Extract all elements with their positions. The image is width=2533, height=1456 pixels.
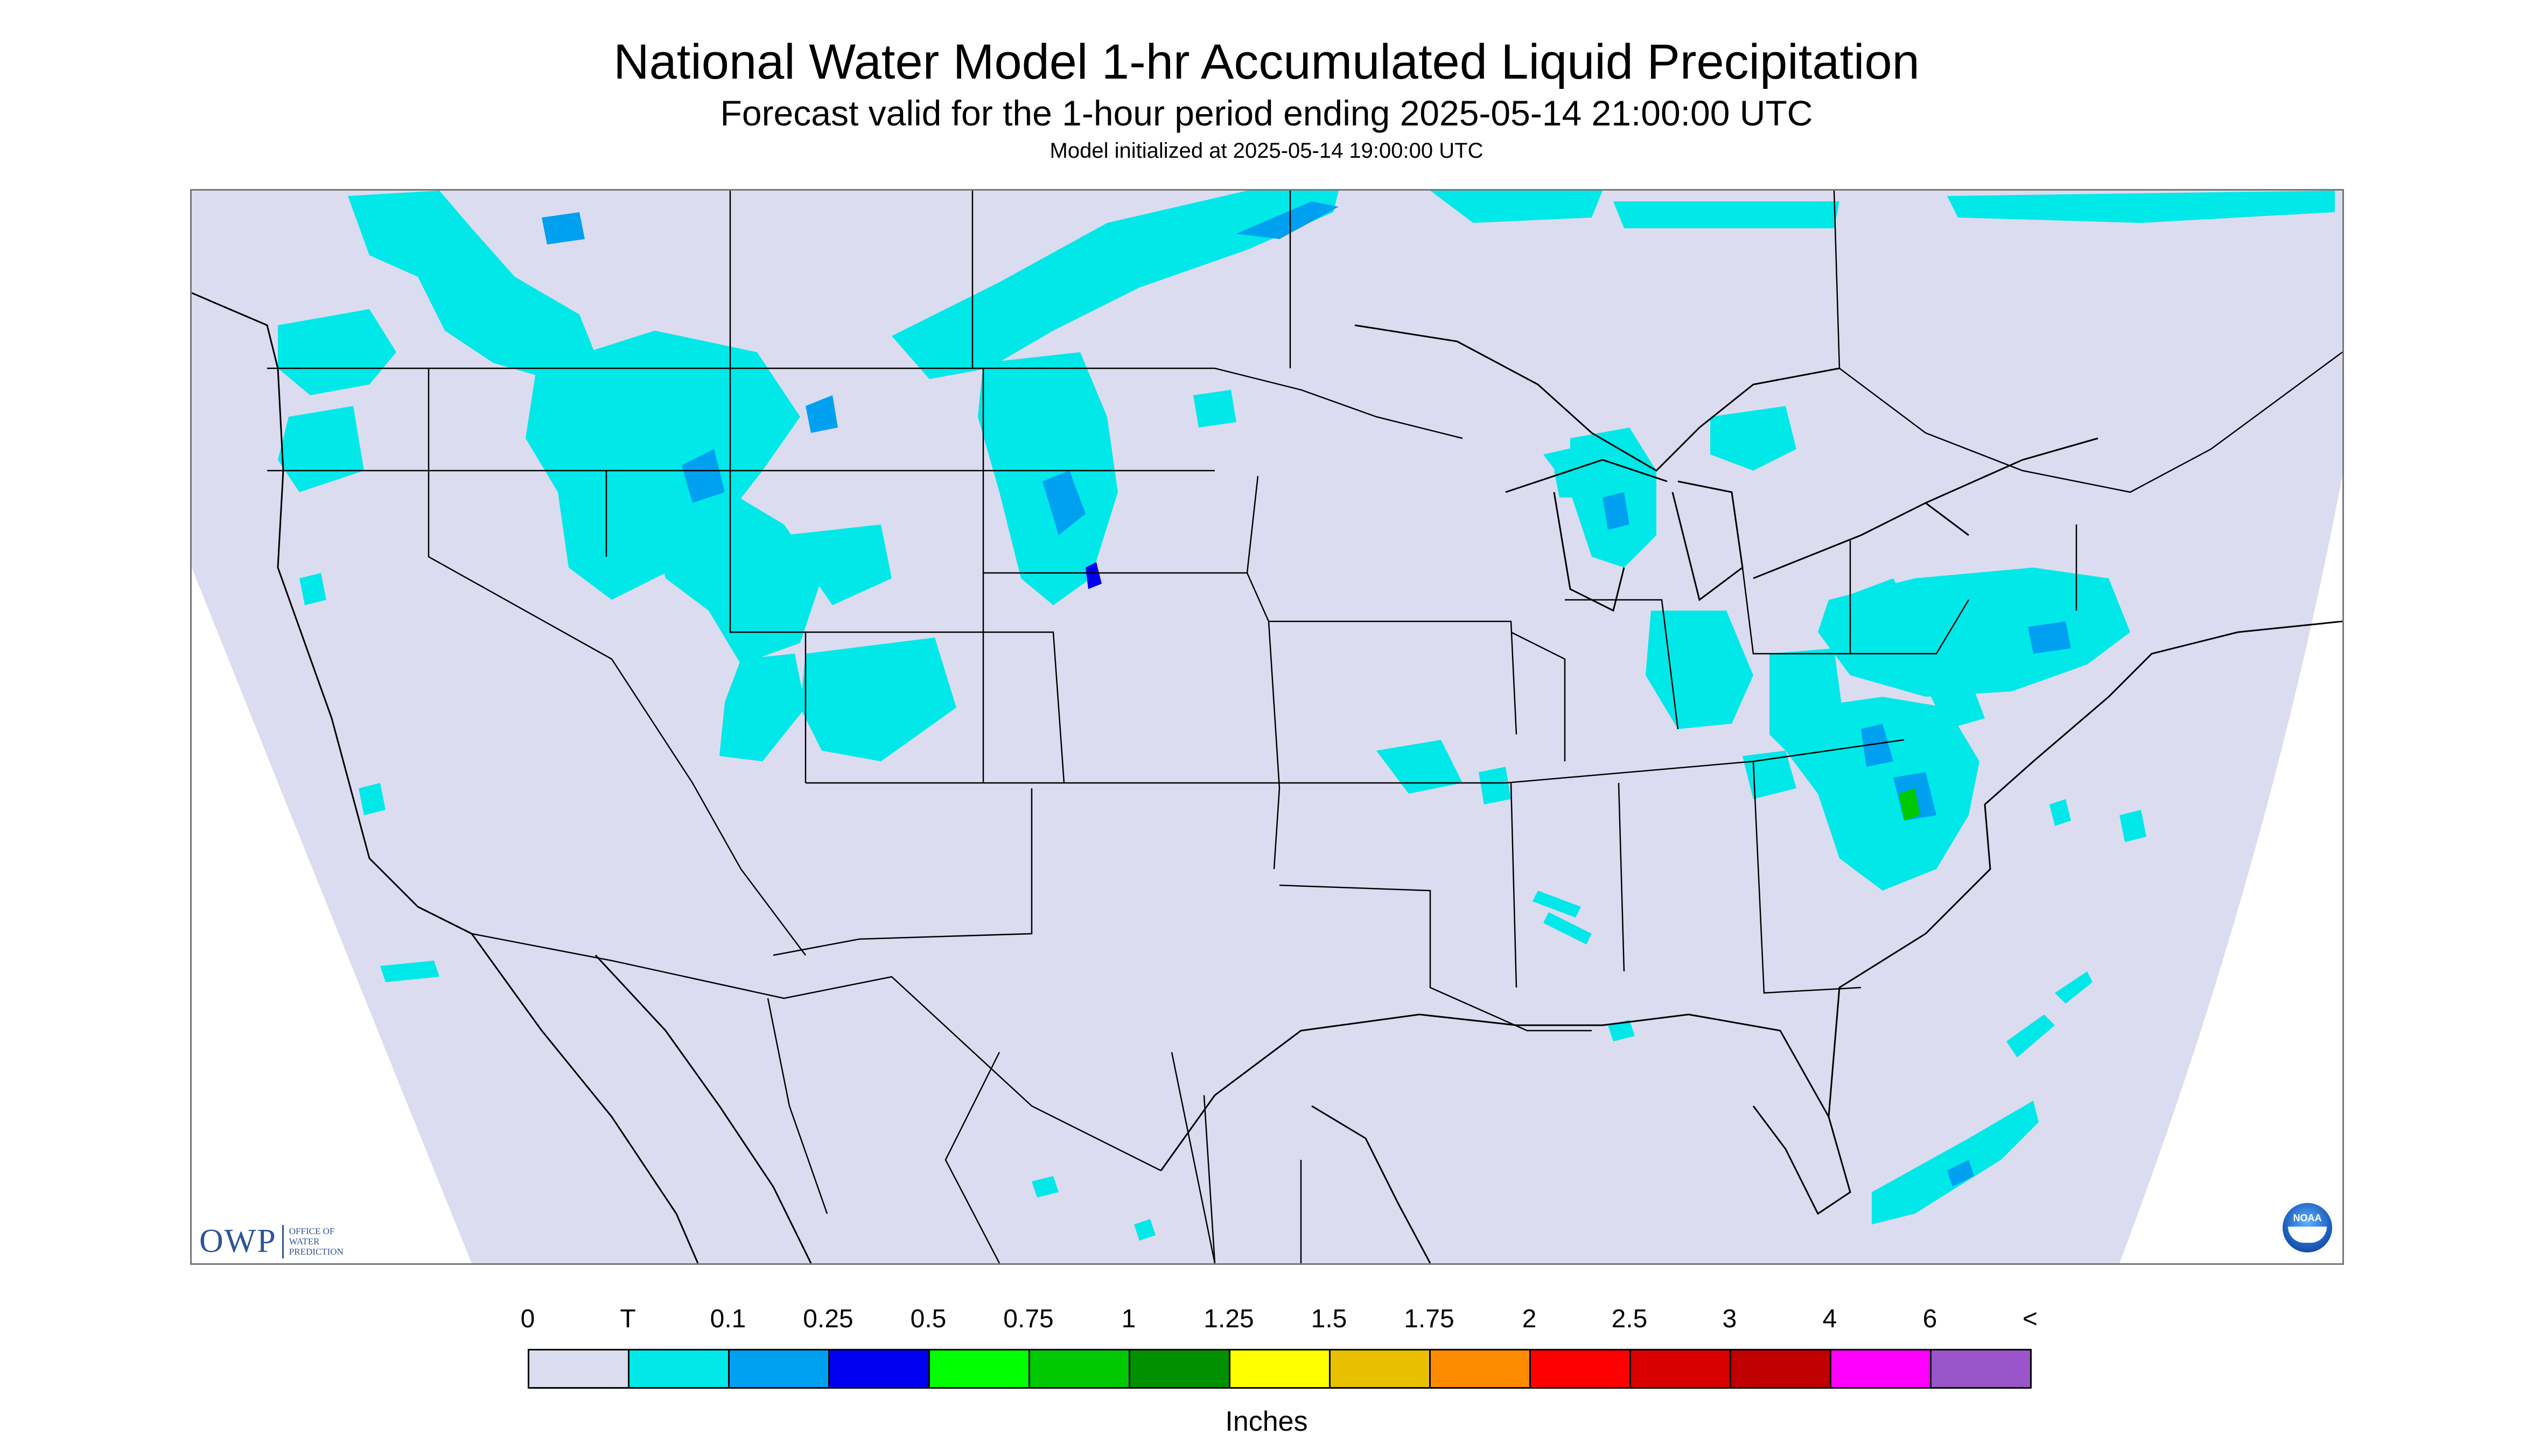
precip-area-trace [299,573,326,605]
legend-units: Inches [1225,1406,1308,1437]
colorbar-swatch [1730,1350,1830,1387]
legend-label: 1 [1121,1305,1136,1333]
precip-area-trace [348,191,601,384]
precip-area-trace [649,492,822,664]
legend-label: 0.5 [910,1305,947,1333]
colorbar-swatch [529,1350,628,1387]
colorbar-swatch [1529,1350,1629,1387]
precip-area-trace [1947,191,2335,223]
precip-area-trace [2119,810,2146,842]
colorbar-swatch [1129,1350,1229,1387]
owp-sub-line-1: OFFICE OF [289,1226,335,1236]
legend-label: < [2022,1305,2038,1333]
precip-area-trace [1430,191,1603,223]
precip-area-trace [1543,912,1592,944]
precip-area-trace [1743,751,1796,799]
precip-area-trace [1193,390,1236,428]
map-title: National Water Model 1-hr Accumulated Li… [613,34,1920,89]
legend-label: 0 [520,1305,535,1333]
precip-area-trace [1134,1219,1156,1241]
noaa-logo: NOAA [2280,1201,2334,1255]
precip-area-trace [892,191,1339,379]
precip-area-trace [784,524,892,605]
precip-area-light [1042,471,1086,535]
coastlines [192,292,2342,1263]
legend-label: 1.5 [1311,1305,1347,1333]
colorbar-swatch [928,1350,1028,1387]
colorbar-swatch [828,1350,928,1387]
precipitation-areas [278,191,2335,1241]
map-canvas [192,191,2342,1263]
precip-area-trace [526,331,800,600]
model-init-text: Model initialized at 2025-05-14 19:00:00… [1049,139,1484,163]
precip-area-trace [1926,675,1985,729]
precip-area-trace [1818,568,2130,697]
state-borders [267,191,2342,1263]
noaa-logo-text: NOAA [2293,1213,2322,1223]
legend-label: 0.25 [803,1305,853,1333]
legend-label: 0.75 [1003,1305,1054,1333]
colorbar-swatch [728,1350,828,1387]
legend-label: 1.75 [1404,1305,1454,1333]
precip-area-light [682,449,725,503]
precip-area-trace [1646,611,1753,729]
precip-area-trace [2049,799,2071,826]
precip-area-trace [1608,1020,1635,1041]
colorbar-swatch [1930,1350,2030,1387]
precip-area-light [1603,492,1629,530]
precip-area-trace [1032,1176,1059,1198]
precip-area-trace [719,654,806,761]
legend-tick-labels: 0 T 0.1 0.25 0.5 0.75 1 1.25 1.5 1.75 2 2.5 3 4 6 < [0,1303,2533,1335]
owp-logo-text: OWP [199,1223,277,1259]
legend-label: 2 [1522,1305,1537,1333]
precip-area-trace [380,961,439,982]
precip-area-trace [2006,1014,2055,1058]
precip-area-light [542,212,585,244]
legend-label: 0.1 [710,1305,746,1333]
owp-logo: OWP OFFICE OF WATER PREDICTION [199,1222,344,1261]
precip-area-light [1947,1160,1974,1187]
colorbar-swatch [1429,1350,1529,1387]
precipitation-colorbar [528,1349,2032,1389]
legend-label: 6 [1922,1305,1937,1333]
precip-area-trace [278,309,396,395]
legend-label: 2.5 [1611,1305,1648,1333]
legend-label: 3 [1722,1305,1737,1333]
precipitation-map [190,189,2344,1265]
precip-area-trace [2055,971,2093,1004]
owp-logo-subtext: OFFICE OF WATER PREDICTION [289,1226,344,1257]
precip-area-trace [1613,201,1839,228]
precip-area-trace [359,783,386,815]
colorbar-swatch [1629,1350,1730,1387]
colorbar-swatch [1830,1350,1930,1387]
precip-area-light [2028,621,2071,654]
colorbar-swatch [1229,1350,1329,1387]
precip-area-light [806,395,838,433]
precip-area-trace [1872,1101,2039,1224]
colorbar-swatch [1329,1350,1429,1387]
precip-area-green [1899,788,1920,821]
precip-area-trace [978,352,1118,605]
precip-area-trace [800,638,956,761]
legend-label: 1.25 [1203,1305,1254,1333]
precip-area-trace [1376,740,1463,794]
precip-area-trace [1479,767,1511,804]
forecast-valid-subtitle: Forecast valid for the 1-hour period end… [720,93,1813,133]
legend-label: 4 [1822,1305,1837,1333]
precip-area-moderate [1086,562,1102,589]
owp-logo-divider [282,1224,284,1258]
colorbar-swatch [1028,1350,1129,1387]
precip-area-trace [1710,406,1796,471]
precip-area-light [1236,201,1339,239]
legend-label: T [620,1305,636,1333]
precip-area-light [1861,724,1893,767]
owp-sub-line-3: PREDICTION [289,1247,344,1257]
owp-sub-line-2: WATER [289,1236,320,1247]
colorbar-swatch [628,1350,728,1387]
precip-area-trace [1786,697,1979,891]
precip-area-trace [1533,891,1581,918]
